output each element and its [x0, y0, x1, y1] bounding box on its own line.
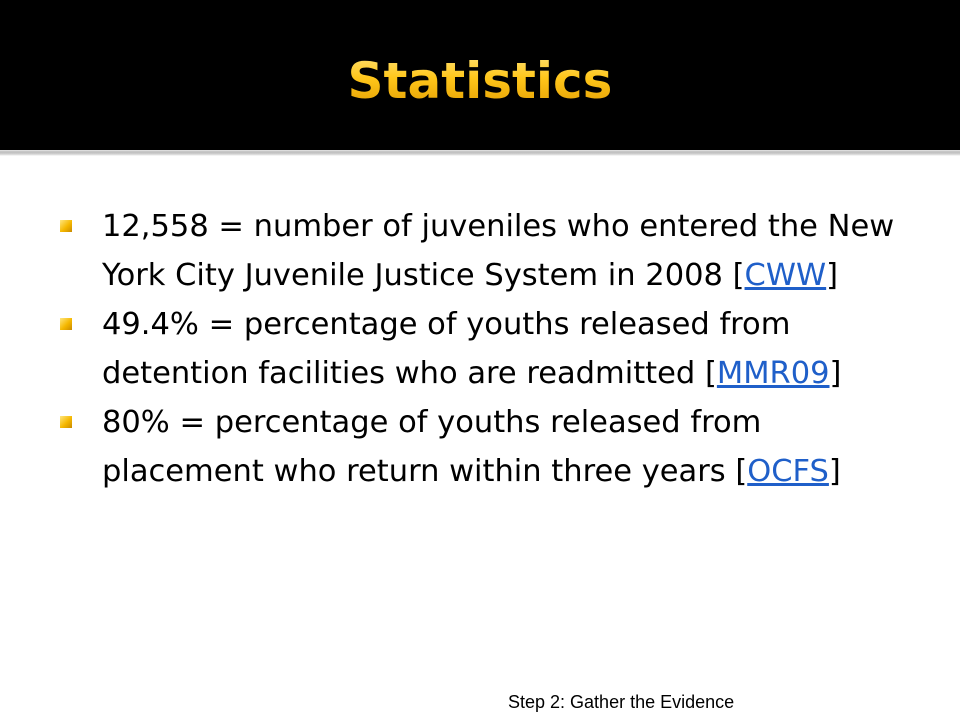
- bullet-item: 12,558 = number of juveniles who entered…: [60, 202, 920, 300]
- bullet-text: 80% = percentage of youths released from…: [102, 405, 762, 489]
- reference-link-cww[interactable]: CWW: [744, 258, 827, 293]
- square-bullet-icon: [60, 318, 72, 330]
- reference-close-bracket: ]: [828, 454, 841, 489]
- slide-title: Statistics: [0, 50, 960, 112]
- reference-open-bracket: [: [735, 454, 748, 489]
- bullet-text: 49.4% = percentage of youths released fr…: [102, 307, 791, 391]
- reference-close-bracket: ]: [826, 258, 839, 293]
- reference-open-bracket: [: [732, 258, 745, 293]
- reference-link-ocfs[interactable]: OCFS: [747, 454, 829, 489]
- bullet-item: 80% = percentage of youths released from…: [60, 398, 920, 496]
- title-divider: [0, 150, 960, 156]
- bullet-text: 12,558 = number of juveniles who entered…: [102, 209, 895, 293]
- square-bullet-icon: [60, 220, 72, 232]
- title-band: [0, 0, 960, 150]
- bullet-item: 49.4% = percentage of youths released fr…: [60, 300, 920, 398]
- square-bullet-icon: [60, 416, 72, 428]
- bullet-list: 12,558 = number of juveniles who entered…: [60, 202, 920, 496]
- reference-link-mmr09[interactable]: MMR09: [716, 356, 830, 391]
- reference-open-bracket: [: [704, 356, 717, 391]
- reference-close-bracket: ]: [829, 356, 842, 391]
- slide-footer: Step 2: Gather the Evidence: [508, 692, 735, 712]
